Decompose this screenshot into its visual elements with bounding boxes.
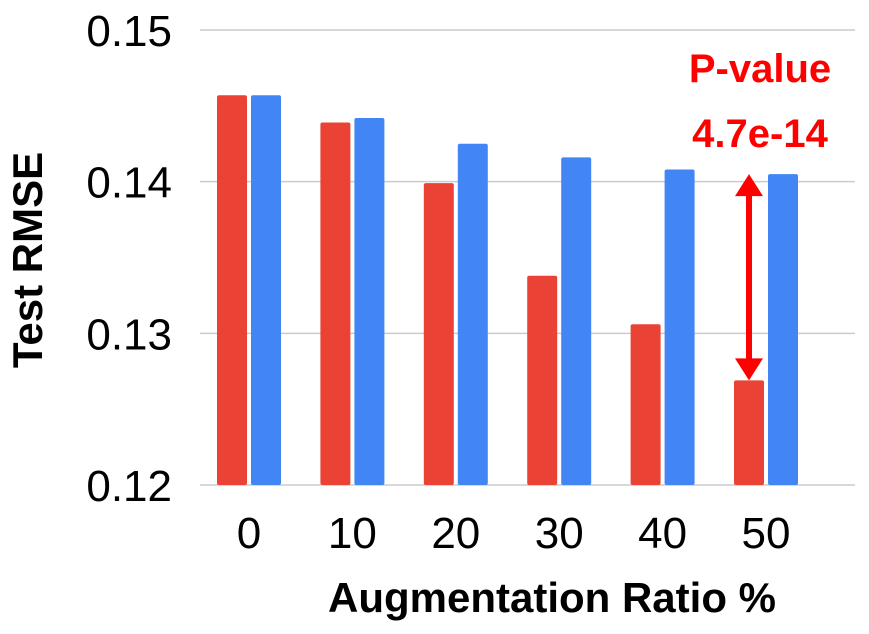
y-tick-label: 0.15 [86,7,172,56]
y-tick-label: 0.14 [86,159,172,208]
bars [217,95,798,486]
bar [561,157,592,485]
y-tick-label: 0.12 [86,462,172,511]
bar [768,174,798,486]
y-axis-label: Test RMSE [4,152,51,368]
x-tick-label: 20 [431,509,480,558]
annotation [735,174,763,381]
bar [251,95,281,485]
y-tick-label: 0.13 [86,310,172,359]
arrow-head-down [735,358,763,381]
x-tick-label: 30 [535,509,584,558]
bar [734,380,764,485]
tick-labels: 0.12 0.13 0.14 0.15 0 10 20 30 40 50 [86,7,790,558]
bar [664,169,695,486]
p-value-label: P-value [689,47,831,91]
x-tick-label: 50 [742,509,791,558]
x-tick-label: 10 [328,509,377,558]
bar [423,183,454,485]
bar [630,324,661,485]
bar [217,95,247,485]
x-axis-label: Augmentation Ratio % [328,574,776,621]
bar [527,275,558,485]
bar [320,122,351,486]
arrow-head-up [735,174,763,197]
bar [457,143,488,485]
x-tick-label: 0 [237,509,261,558]
bar [354,117,385,485]
x-tick-label: 40 [638,509,687,558]
p-value-number: 4.7e-14 [692,112,828,156]
